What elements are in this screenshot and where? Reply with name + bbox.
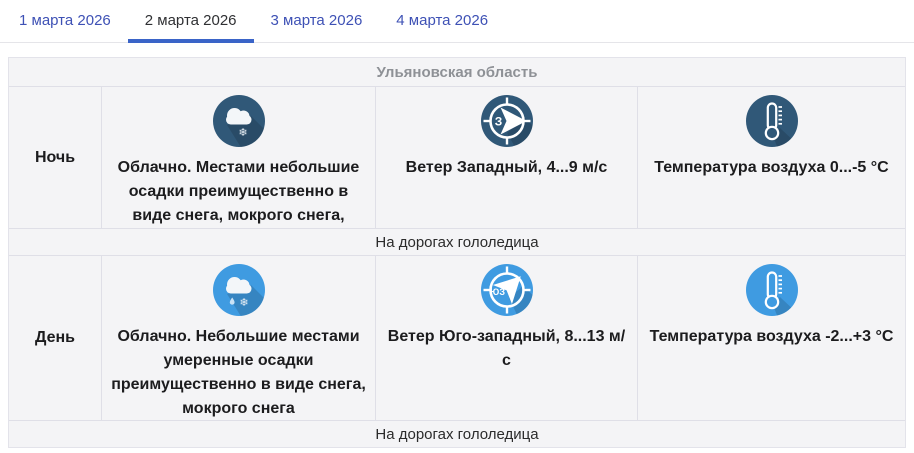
- road-note-night: На дорогах гололедица: [9, 228, 905, 255]
- forecast-table: Ульяновская область Ночь ❄ Облачно. Мест…: [8, 57, 906, 448]
- temperature-cell-day: Температура воздуха -2...+3 °С: [637, 256, 905, 420]
- road-note-day: На дорогах гололедица: [9, 420, 905, 447]
- weather-cell-night: ❄ Облачно. Местами небольшие осадки преи…: [101, 87, 375, 228]
- air-temperature-icon: [745, 95, 798, 147]
- cloud-sleet-icon: ❄: [212, 264, 265, 316]
- tab-date-4[interactable]: 4 марта 2026: [396, 12, 489, 29]
- date-tabs: 1 марта 2026 2 марта 2026 3 марта 2026 4…: [0, 0, 914, 43]
- wind-text-day: Ветер Юго-западный, 8...13 м/с: [387, 328, 626, 369]
- weather-cell-day: ❄ Облачно. Небольшие местами умеренные о…: [101, 256, 375, 420]
- period-label-night: Ночь: [34, 148, 76, 166]
- wind-direction-west-icon: З: [480, 95, 533, 147]
- temperature-cell-night: Температура воздуха 0...-5 °С: [637, 87, 905, 228]
- wind-direction-southwest-icon: ЮЗ: [480, 264, 533, 316]
- region-title: Ульяновская область: [376, 63, 538, 81]
- wind-cell-day: ЮЗ Ветер Юго-западный, 8...13 м/с: [375, 256, 637, 420]
- tab-date-2-active[interactable]: 2 марта 2026: [127, 0, 254, 43]
- tab-date-1[interactable]: 1 марта 2026: [19, 12, 111, 29]
- weather-description-night: Облачно. Местами небольшие осадки преиму…: [117, 159, 360, 224]
- wind-direction-letter-day: ЮЗ: [490, 287, 505, 297]
- svg-text:❄: ❄: [239, 297, 248, 309]
- forecast-row-day: День ❄ Облачно. Небольшие местами умерен…: [9, 255, 905, 420]
- wind-cell-night: З Ветер Западный, 4...9 м/с: [375, 87, 637, 228]
- wind-direction-letter-night: З: [494, 115, 502, 129]
- weather-description-day: Облачно. Небольшие местами умеренные оса…: [111, 328, 366, 417]
- temperature-text-night: Температура воздуха 0...-5 °С: [654, 159, 889, 176]
- svg-text:❄: ❄: [238, 127, 247, 139]
- air-temperature-icon: [745, 264, 798, 316]
- forecast-row-night: Ночь ❄ Облачно. Местами небольшие осадки…: [9, 86, 905, 228]
- tab-date-3[interactable]: 3 марта 2026: [270, 12, 363, 29]
- temperature-text-day: Температура воздуха -2...+3 °С: [649, 328, 894, 345]
- wind-text-night: Ветер Западный, 4...9 м/с: [405, 159, 608, 176]
- period-label-day: День: [35, 329, 75, 346]
- cloud-snow-icon: ❄: [212, 95, 265, 147]
